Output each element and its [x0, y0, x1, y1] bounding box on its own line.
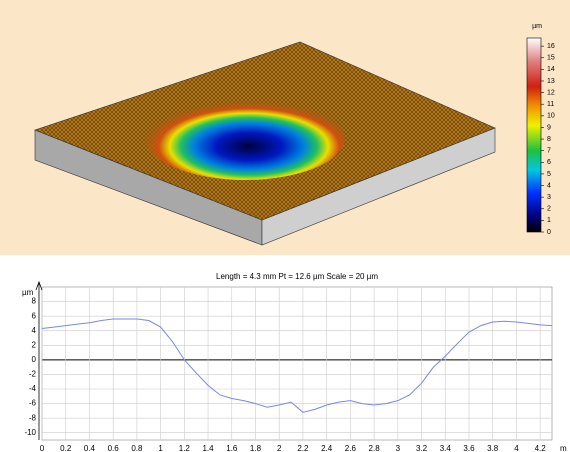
x-tick-label: 1.2 — [179, 444, 191, 452]
x-tick-label: 1.6 — [226, 444, 238, 452]
colorbar-tick-label: 0 — [547, 229, 551, 236]
colorbar-tick-label: 15 — [547, 55, 555, 62]
x-axis-label: m — [560, 444, 567, 452]
x-tick-label: 0.2 — [60, 444, 72, 452]
y-tick-label: 4 — [32, 326, 37, 335]
colorbar-tick-label: 10 — [547, 113, 555, 120]
x-tick-label: 1.8 — [250, 444, 262, 452]
x-tick-label: 2.2 — [297, 444, 309, 452]
colorbar-tick-label: 12 — [547, 89, 555, 96]
y-tick-label: 8 — [32, 297, 37, 306]
x-tick-label: 4.2 — [535, 444, 547, 452]
colorbar-tick-label: 9 — [547, 124, 551, 131]
colorbar-tick-label: 11 — [547, 101, 554, 108]
x-tick-label: 3.2 — [416, 444, 428, 452]
colorbar-tick-label: 5 — [547, 171, 551, 178]
page: µm012345678910111213141516Length = 4.3 m… — [0, 0, 570, 452]
x-tick-label: 3.8 — [487, 444, 499, 452]
colorbar-tick-label: 6 — [547, 159, 551, 166]
y-tick-label: 2 — [32, 340, 37, 349]
colorbar-tick-label: 8 — [547, 136, 551, 143]
plot-area — [42, 287, 552, 440]
y-tick-label: -4 — [29, 384, 37, 393]
y-tick-label: -6 — [29, 399, 37, 408]
colorbar-tick-label: 1 — [547, 217, 551, 224]
colorbar-tick-label: 14 — [547, 66, 555, 73]
colorbar-tick-label: 2 — [547, 206, 551, 213]
x-tick-label: 3.4 — [440, 444, 452, 452]
x-tick-label: 0.4 — [84, 444, 96, 452]
x-tick-label: 0.8 — [131, 444, 143, 452]
y-tick-label: 6 — [32, 311, 37, 320]
x-tick-label: 2.6 — [345, 444, 357, 452]
y-tick-label: -8 — [29, 413, 37, 422]
colorbar — [527, 38, 541, 232]
colorbar-tick-label: 13 — [547, 78, 555, 85]
x-tick-label: 0.6 — [108, 444, 120, 452]
x-tick-label: 4 — [514, 444, 519, 452]
y-tick-label: -2 — [29, 370, 37, 379]
y-tick-label: -10 — [24, 428, 36, 437]
chart-title: Length = 4.3 mm Pt = 12.6 µm Scale = 20 … — [216, 272, 378, 281]
x-tick-label: 3 — [396, 444, 401, 452]
colorbar-unit: µm — [532, 23, 542, 30]
x-tick-label: 1 — [158, 444, 163, 452]
colorbar-tick-label: 7 — [547, 148, 551, 155]
x-tick-label: 2.8 — [369, 444, 381, 452]
colorbar-tick-label: 4 — [547, 182, 551, 189]
x-tick-label: 1.4 — [202, 444, 214, 452]
colorbar-tick-label: 16 — [547, 43, 555, 50]
x-tick-label: 2 — [277, 444, 282, 452]
colorbar-tick-label: 3 — [547, 194, 551, 201]
x-tick-label: 2.4 — [321, 444, 333, 452]
crater — [145, 96, 345, 180]
y-tick-label: 0 — [32, 355, 37, 364]
x-tick-label: 0 — [40, 444, 45, 452]
x-tick-label: 3.6 — [463, 444, 475, 452]
